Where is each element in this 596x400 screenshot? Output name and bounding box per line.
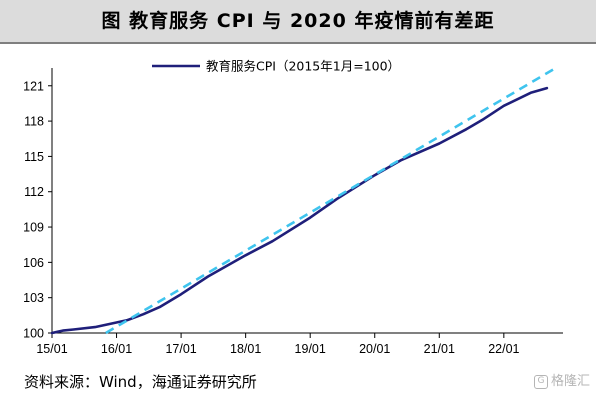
watermark: G 格隆汇 (533, 372, 590, 392)
x-tick-label: 22/01 (488, 342, 519, 356)
chart-series (50, 65, 559, 335)
legend-label: 教育服务CPI（2015年1月=100） (206, 59, 400, 74)
x-tick-label: 15/01 (36, 342, 67, 356)
education-cpi-series (50, 86, 549, 335)
y-tick-label: 118 (24, 115, 44, 129)
y-tick-label: 112 (24, 185, 44, 199)
chart-title-bar: 图 教育服务 CPI 与 2020 年疫情前有差距 (0, 0, 596, 44)
y-tick-label: 100 (23, 327, 44, 341)
source-note: 资料来源：Wind，海通证券研究所 (24, 373, 257, 391)
x-tick-label: 21/01 (424, 342, 455, 356)
y-tick-label: 103 (23, 291, 44, 305)
watermark-logo-icon: G (533, 375, 548, 389)
y-tick-label: 121 (23, 79, 44, 93)
chart-legend: 教育服务CPI（2015年1月=100） (152, 59, 400, 74)
trend-line-series (105, 65, 559, 335)
x-tick-label: 18/01 (230, 342, 261, 356)
y-tick-label: 109 (23, 221, 44, 235)
watermark-text: 格隆汇 (550, 374, 590, 389)
chart-axes: 100 103 106 109 112 115 118 121 15/01 16/01 17/01 1… (23, 68, 563, 356)
y-tick-label: 115 (24, 150, 44, 164)
y-tick-label: 106 (23, 256, 44, 270)
line-chart: 100 103 106 109 112 115 118 121 15/01 16/01 17/01 1… (23, 59, 563, 356)
x-tick-label: 20/01 (359, 342, 390, 356)
x-tick-label: 16/01 (101, 342, 132, 356)
x-tick-label: 19/01 (295, 342, 326, 356)
chart-title: 图 教育服务 CPI 与 2020 年疫情前有差距 (101, 10, 495, 32)
x-tick-label: 17/01 (165, 342, 196, 356)
